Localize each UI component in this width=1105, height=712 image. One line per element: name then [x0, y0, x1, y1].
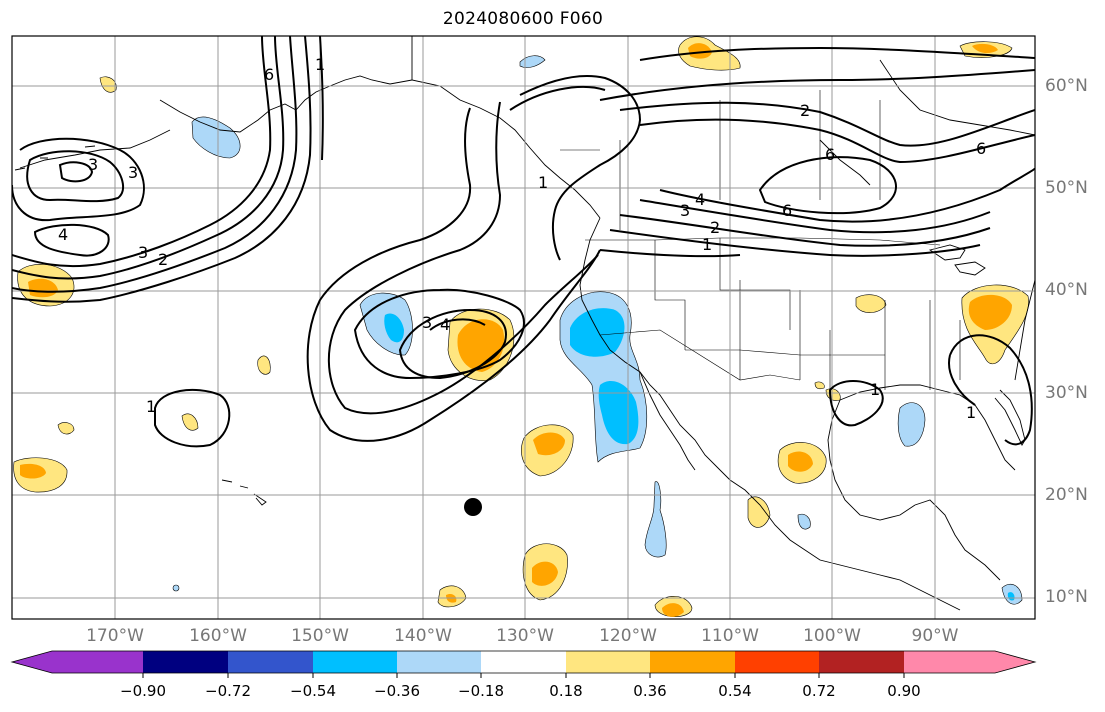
contour-label: 6 [976, 139, 986, 158]
lon-label: 100°W [803, 626, 861, 646]
positive-anomaly-region [257, 355, 271, 375]
lat-label: 60°N [1045, 76, 1088, 96]
positive-anomaly-core [662, 603, 684, 617]
lon-label: 140°W [394, 626, 452, 646]
negative-anomaly-core [384, 313, 404, 343]
positive-anomaly-region [855, 294, 887, 313]
lat-label: 40°N [1045, 280, 1088, 300]
contour-label: 1 [538, 173, 548, 192]
contour-label: 4 [695, 190, 705, 209]
lat-label: 30°N [1045, 383, 1088, 403]
lon-label: 110°W [701, 626, 759, 646]
positive-anomaly-core [788, 451, 813, 472]
storm-location-marker [464, 498, 482, 516]
positive-anomaly-region [825, 388, 841, 401]
lon-label: 170°W [86, 626, 144, 646]
contour-label: 1 [315, 55, 325, 74]
contour-label: 6 [782, 201, 792, 220]
contour-label: 3 [680, 201, 690, 220]
lon-label: 130°W [496, 626, 554, 646]
negative-anomaly-region [897, 402, 926, 447]
colorbar-tick-label: 0.90 [887, 682, 921, 700]
plot-title: 2024080600 F060 [442, 9, 604, 29]
lat-label: 50°N [1045, 178, 1088, 198]
colorbar-tick-label: −0.36 [374, 682, 420, 700]
lon-label: 120°W [599, 626, 657, 646]
lat-label: 10°N [1045, 587, 1088, 607]
contour-label: 6 [825, 145, 835, 164]
negative-anomaly-region [191, 116, 241, 159]
negative-anomaly-region [519, 55, 546, 68]
contour-label: 4 [440, 315, 450, 334]
positive-anomaly-region [57, 422, 75, 435]
positive-anomaly-region [814, 381, 825, 390]
positive-anomaly-core [533, 432, 565, 456]
contour-label: 1 [870, 380, 880, 399]
colorbar-tick-label: 0.72 [802, 682, 836, 700]
contour-label: 4 [58, 225, 68, 244]
positive-anomaly-region [181, 413, 199, 431]
negative-anomaly-region [644, 481, 667, 558]
contour-label: 2 [158, 250, 168, 269]
negative-anomaly-core [570, 308, 625, 357]
positive-anomaly-core [968, 294, 1012, 330]
colorbar-tick-label: 0.54 [718, 682, 752, 700]
colorbar-tick-label: −0.54 [290, 682, 336, 700]
lat-label: 20°N [1045, 485, 1088, 505]
contour-label: 3 [88, 155, 98, 174]
colorbar-tick-label: 0.36 [633, 682, 667, 700]
contour-label: 6 [264, 65, 274, 84]
lon-label: 160°W [189, 626, 247, 646]
contour-label: 1 [702, 235, 712, 254]
contour-lines [12, 36, 1035, 448]
contour-label: 2 [710, 218, 720, 237]
colorbar-tick-label: −0.72 [205, 682, 251, 700]
positive-anomaly-core [688, 43, 712, 59]
political-borders [560, 90, 961, 390]
map-frame [11, 35, 1036, 620]
contour-label: 3 [422, 313, 432, 332]
contour-label: 2 [800, 101, 810, 120]
contour-label: 3 [138, 243, 148, 262]
lon-label: 90°W [911, 626, 959, 646]
contour-label: 1 [966, 403, 976, 422]
positive-anomaly-region [747, 496, 771, 528]
positive-anomaly-core [532, 561, 558, 586]
anomaly-fills [13, 36, 1029, 617]
contour-label: 3 [128, 163, 138, 182]
positive-anomaly-core [20, 463, 46, 479]
colorbar-tick-label: −0.90 [120, 682, 166, 700]
lon-label: 150°W [291, 626, 349, 646]
small-marker [172, 584, 180, 592]
positive-anomaly-region [99, 76, 117, 93]
contour-label: 1 [146, 397, 156, 416]
positive-anomaly-core [972, 43, 998, 54]
colorbar-tick-label: 0.18 [549, 682, 583, 700]
contour-labels: 6 1 3 3 4 3 2 3 4 1 2 3 4 6 2 6 6 1 1 1 … [58, 55, 986, 422]
negative-anomaly-region [797, 513, 811, 530]
colorbar-tick-label: −0.18 [458, 682, 504, 700]
